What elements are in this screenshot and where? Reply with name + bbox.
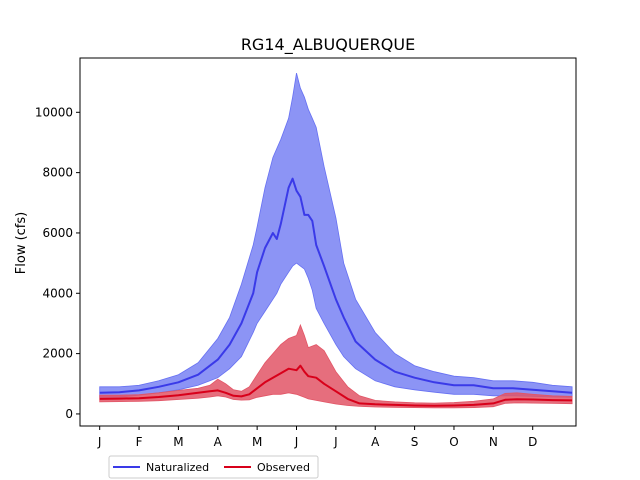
chart-title: RG14_ALBUQUERQUE bbox=[241, 35, 415, 55]
x-tick-label: F bbox=[136, 435, 143, 449]
legend: Naturalized Observed bbox=[108, 455, 319, 479]
y-tick-label: 8000 bbox=[42, 166, 73, 180]
x-tick-label: M bbox=[173, 435, 183, 449]
observed-range-band bbox=[99, 323, 573, 409]
y-axis-title: Flow (cfs) bbox=[14, 212, 29, 274]
y-tick-label: 4000 bbox=[42, 286, 73, 300]
observed-mean-line bbox=[99, 364, 573, 407]
y-tick-label: 0 bbox=[65, 407, 73, 421]
y-tick-label: 6000 bbox=[42, 226, 73, 240]
x-tick-label: M bbox=[252, 435, 262, 449]
x-tick-label: S bbox=[411, 435, 419, 449]
x-tick-label: A bbox=[214, 435, 223, 449]
x-tick-label: J bbox=[294, 435, 299, 449]
x-tick-label: D bbox=[528, 435, 537, 449]
naturalized-mean-line bbox=[99, 177, 573, 394]
x-tick-label: N bbox=[489, 435, 498, 449]
legend-box bbox=[108, 455, 319, 479]
legend-label-naturalized: Naturalized bbox=[146, 461, 209, 474]
y-tick-label: 2000 bbox=[42, 347, 73, 361]
x-tick-label: J bbox=[333, 435, 338, 449]
plot-frame bbox=[79, 57, 577, 427]
legend-label-observed: Observed bbox=[257, 461, 310, 474]
x-tick-label: A bbox=[371, 435, 380, 449]
y-axis: 0 2000 4000 6000 8000 10000 bbox=[35, 105, 80, 421]
y-tick-label: 10000 bbox=[35, 105, 73, 119]
x-tick-label: J bbox=[97, 435, 102, 449]
x-tick-label: O bbox=[449, 435, 458, 449]
plot-area bbox=[99, 72, 573, 409]
